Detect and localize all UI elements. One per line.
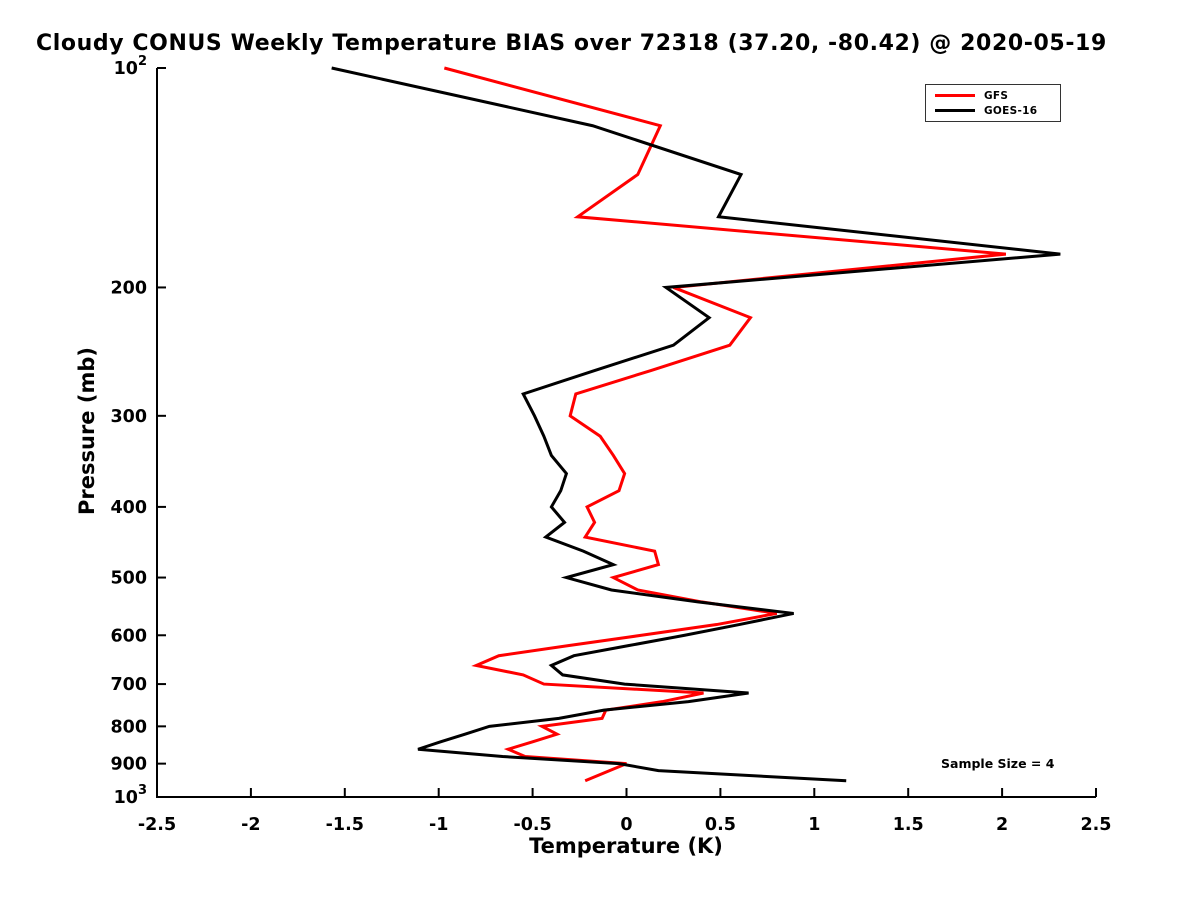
gfs-line-swatch [935,93,975,98]
x-tick-label: -1 [429,815,448,835]
x-axis-label: Temperature (K) [529,834,723,858]
x-tick-label: 0 [620,815,632,835]
legend-item-gfs: GFS [935,89,1052,102]
legend-label-goes16: GOES-16 [984,104,1038,117]
x-tick-label: 2.5 [1080,815,1111,835]
x-tick-label: 1 [808,815,820,835]
x-tick-label: -0.5 [513,815,551,835]
y-tick-label: 103 [114,783,147,808]
y-tick-label: 600 [110,626,147,646]
y-tick-label: 400 [110,498,147,518]
y-axis-label: Pressure (mb) [75,347,99,515]
legend-item-goes16: GOES-16 [935,104,1052,117]
legend-label-gfs: GFS [984,89,1009,102]
y-tick-label: 800 [110,717,147,737]
x-tick-label: 2 [996,815,1008,835]
x-tick-label: 0.5 [705,815,736,835]
y-tick-label: 300 [110,407,147,427]
y-tick-label: 500 [110,569,147,589]
goes16-line-swatch [935,108,975,113]
x-tick-label: -2.5 [138,815,176,835]
y-tick-label: 102 [114,54,147,79]
series-line-goes-16 [331,66,1061,783]
x-tick-label: -1.5 [326,815,364,835]
legend: GFS GOES-16 [925,84,1061,122]
y-tick-label: 700 [110,675,147,695]
sample-size-annotation: Sample Size = 4 [941,756,1055,771]
chart-title: Cloudy CONUS Weekly Temperature BIAS ove… [36,31,1107,56]
y-tick-label: 200 [110,278,147,298]
x-tick-label: 1.5 [893,815,924,835]
y-tick-label: 900 [110,755,147,775]
x-tick-label: -2 [241,815,260,835]
series-line-gfs [443,66,1007,783]
